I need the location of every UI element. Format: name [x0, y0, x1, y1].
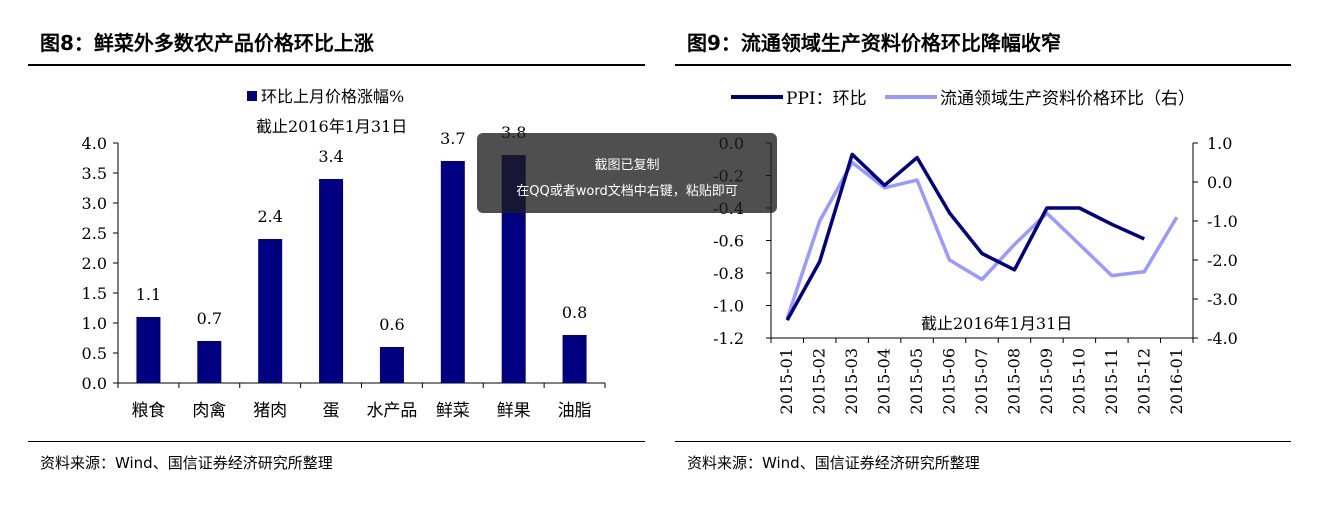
- bar-data-label: 1.1: [136, 285, 161, 304]
- source-rule: [675, 441, 1291, 442]
- x-date-label: 2015-08: [1004, 348, 1023, 414]
- series-line: [785, 160, 1179, 320]
- bar: [440, 161, 465, 383]
- y-tick-label: 3.0: [82, 194, 107, 213]
- bar: [197, 341, 222, 383]
- line-chart: 0.0-0.2-0.4-0.6-0.8-1.0-1.21.00.0-1.0-2.…: [713, 89, 1238, 414]
- x-category-label: 猪肉: [253, 401, 287, 421]
- bar-chart: 0.0 0.5 1.0 1.5 2.0 2.5 3.0 3.5 4.0 粮食 肉禽 猪肉 蛋 水产品 鲜菜 鲜…: [82, 87, 606, 421]
- y-tick-label: 1.5: [82, 284, 107, 303]
- x-category-label: 粮食: [131, 401, 165, 421]
- y-tick-label: 4.0: [82, 134, 107, 153]
- bar: [319, 179, 344, 383]
- figure-8-title: 图8：鲜菜外多数农产品价格环比上涨: [40, 31, 374, 55]
- x-category-label: 油脂: [558, 401, 592, 421]
- x-date-label: 2015-07: [972, 348, 991, 414]
- x-category-label: 水产品: [366, 401, 417, 421]
- bar-data-label: 2.4: [257, 207, 282, 226]
- right-y-tick-label: -2.0: [1207, 251, 1238, 270]
- right-y-tick-label: 0.0: [1207, 173, 1232, 192]
- right-y-tick-label: -4.0: [1207, 329, 1238, 348]
- x-category-label: 肉禽: [192, 401, 226, 421]
- bar: [562, 335, 587, 383]
- y-tick-label: 0.0: [82, 374, 107, 393]
- bar-data-label: 3.4: [318, 147, 343, 166]
- chart-subtitle: 截止2016年1月31日: [256, 117, 407, 136]
- copy-toast: 截图已复制 在QQ或者word文档中右键，粘贴即可: [477, 133, 777, 213]
- x-date-label: 2015-11: [1102, 348, 1121, 414]
- x-date-label: 2015-12: [1134, 348, 1153, 414]
- series-line: [785, 152, 1146, 321]
- figure-8-panel: 图8：鲜菜外多数农产品价格环比上涨 0.0 0.5 1.0 1.5 2.0 2.5 3.0 3…: [28, 0, 650, 528]
- legend-swatch: [247, 91, 257, 101]
- title-rule: [28, 64, 645, 66]
- figure-9-panel: 图9：流通领域生产资料价格环比降幅收窄 0.0-0.2-0.4-0.6-0.8-…: [675, 0, 1295, 528]
- left-y-tick-label: -1.2: [713, 329, 744, 348]
- source-rule: [28, 441, 645, 442]
- left-y-tick-label: -1.0: [713, 297, 744, 316]
- right-y-tick-label: 1.0: [1207, 134, 1232, 153]
- figure-9-title: 图9：流通领域生产资料价格环比降幅收窄: [687, 31, 1061, 55]
- x-date-label: 2015-09: [1037, 348, 1056, 414]
- y-tick-label: 0.5: [82, 344, 107, 363]
- x-category-label: 鲜果: [497, 401, 531, 421]
- x-date-label: 2015-03: [842, 348, 861, 414]
- x-date-label: 2015-02: [810, 348, 829, 414]
- title-rule: [675, 64, 1291, 66]
- figure-8-source: 资料来源：Wind、国信证券经济研究所整理: [40, 454, 333, 472]
- bar: [379, 347, 404, 383]
- legend-label: PPI：环比: [786, 89, 867, 109]
- bar-data-label: 0.8: [562, 303, 587, 322]
- x-date-label: 2015-04: [875, 348, 894, 414]
- figure-9-source: 资料来源：Wind、国信证券经济研究所整理: [687, 454, 980, 472]
- x-date-label: 2015-05: [907, 348, 926, 414]
- y-tick-label: 1.0: [82, 314, 107, 333]
- bar-data-label: 0.7: [197, 309, 222, 328]
- x-category-label: 蛋: [323, 401, 340, 421]
- x-date-label: 2015-01: [777, 348, 796, 414]
- x-date-label: 2015-06: [940, 348, 959, 414]
- right-y-tick-label: -3.0: [1207, 290, 1238, 309]
- legend-label: 环比上月价格涨幅%: [261, 87, 404, 106]
- left-y-tick-label: -0.8: [713, 264, 744, 283]
- y-tick-label: 2.0: [82, 254, 107, 273]
- right-y-tick-label: -1.0: [1207, 212, 1238, 231]
- y-tick-label: 3.5: [82, 164, 107, 183]
- legend-label: 流通领域生产资料价格环比（右）: [940, 89, 1195, 109]
- toast-title: 截图已复制: [594, 158, 660, 173]
- toast-message: 在QQ或者word文档中右键，粘贴即可: [516, 184, 738, 199]
- x-date-label: 2016-01: [1167, 348, 1186, 414]
- bar: [136, 317, 161, 383]
- bar: [258, 239, 283, 383]
- x-date-label: 2015-10: [1069, 348, 1088, 414]
- bar-data-label: 0.6: [379, 315, 404, 334]
- x-category-label: 鲜菜: [436, 401, 470, 421]
- y-tick-label: 2.5: [82, 224, 107, 243]
- left-y-tick-label: -0.6: [713, 232, 744, 251]
- chart-annotation: 截止2016年1月31日: [921, 314, 1072, 333]
- bar-data-label: 3.7: [440, 129, 465, 148]
